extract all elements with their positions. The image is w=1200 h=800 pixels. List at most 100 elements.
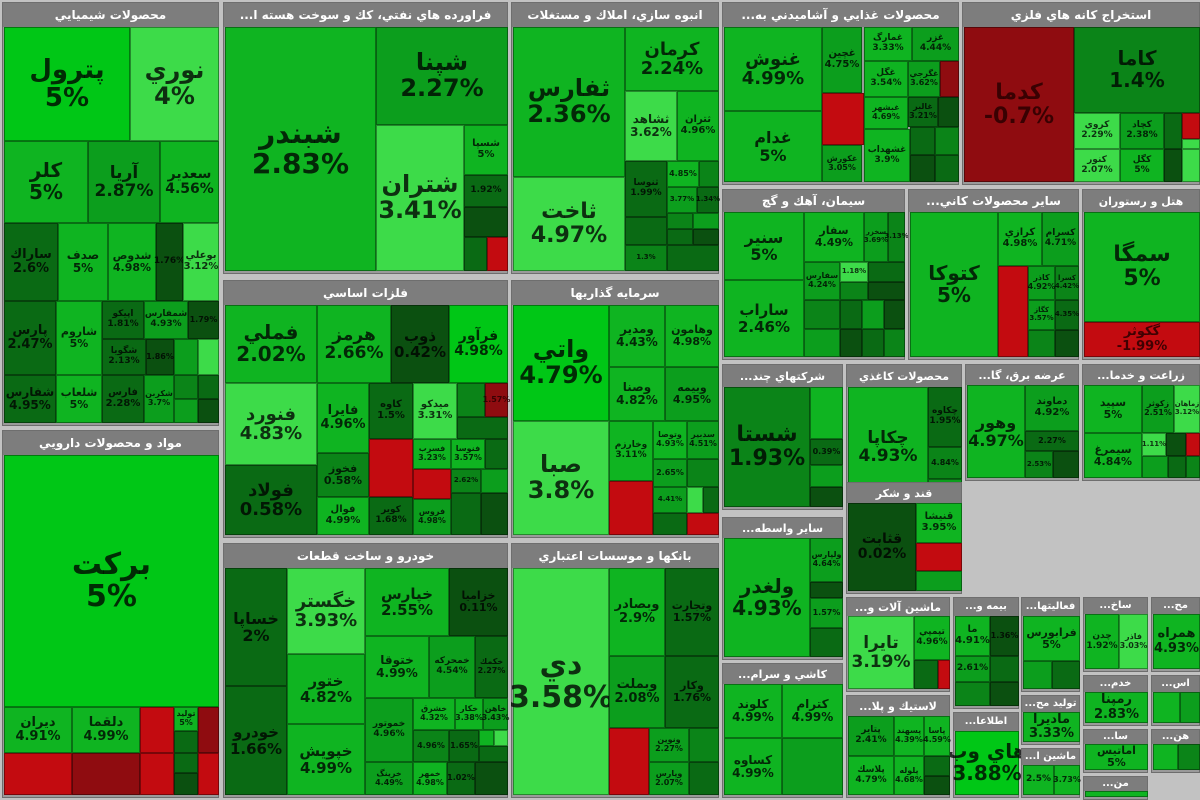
treemap-tile[interactable]: [990, 682, 1019, 706]
treemap-tile[interactable]: [464, 207, 508, 237]
treemap-tile[interactable]: 1.18%: [840, 262, 868, 282]
treemap-tile[interactable]: كاذر 4.92%: [1028, 266, 1055, 300]
treemap-tile[interactable]: [198, 339, 219, 375]
treemap-tile[interactable]: [1178, 744, 1200, 770]
treemap-tile[interactable]: [1186, 433, 1200, 456]
treemap-tile[interactable]: دلقما 4.99%: [72, 707, 140, 753]
treemap-tile[interactable]: فايرا 4.96%: [317, 383, 369, 453]
treemap-tile[interactable]: [174, 731, 198, 753]
treemap-tile[interactable]: فولاد 0.58%: [225, 465, 317, 535]
treemap-tile[interactable]: كسرام 4.71%: [1042, 212, 1079, 266]
treemap-tile[interactable]: [609, 728, 649, 795]
treemap-tile[interactable]: 2.5%: [1023, 765, 1054, 795]
treemap-tile[interactable]: [884, 329, 905, 357]
treemap-tile[interactable]: 1.79%: [188, 301, 219, 339]
treemap-tile[interactable]: فملي 2.02%: [225, 305, 317, 383]
treemap-tile[interactable]: [174, 375, 198, 399]
treemap-tile[interactable]: [862, 300, 884, 329]
treemap-tile[interactable]: [840, 300, 862, 329]
treemap-tile[interactable]: [174, 773, 198, 795]
treemap-tile[interactable]: [840, 329, 862, 357]
treemap-tile[interactable]: [1153, 692, 1180, 723]
treemap-tile[interactable]: شفارس 4.95%: [4, 375, 56, 423]
treemap-tile[interactable]: [693, 213, 719, 229]
treemap-tile[interactable]: [198, 707, 219, 753]
treemap-tile[interactable]: [72, 753, 140, 795]
treemap-tile[interactable]: بوعلي 3.12%: [183, 223, 219, 301]
treemap-tile[interactable]: [703, 487, 719, 513]
treemap-tile[interactable]: وبصادر 2.9%: [609, 568, 665, 656]
treemap-tile[interactable]: واتي 4.79%: [513, 305, 609, 421]
treemap-tile[interactable]: خمهر 4.98%: [413, 762, 447, 795]
treemap-tile[interactable]: سفار 4.49%: [804, 212, 864, 262]
treemap-tile[interactable]: وهور 4.97%: [967, 385, 1025, 478]
treemap-tile[interactable]: 3.73%: [1053, 765, 1081, 795]
treemap-tile[interactable]: 2.27%: [1025, 431, 1079, 451]
treemap-tile[interactable]: كساوه 4.99%: [724, 738, 782, 795]
treemap-tile[interactable]: [174, 399, 198, 423]
treemap-tile[interactable]: كسرا 4.42%: [1055, 266, 1079, 300]
treemap-tile[interactable]: فوال 4.99%: [317, 497, 369, 535]
treemap-tile[interactable]: [479, 730, 494, 746]
treemap-tile[interactable]: 3.77%: [667, 187, 697, 213]
treemap-tile[interactable]: ختوقا 4.99%: [365, 636, 429, 698]
treemap-tile[interactable]: سنير 5%: [724, 212, 804, 280]
treemap-tile[interactable]: خپارس 2.55%: [365, 568, 449, 636]
treemap-tile[interactable]: شدوص 4.98%: [108, 223, 156, 301]
treemap-tile[interactable]: خساپا 2%: [225, 568, 287, 686]
treemap-tile[interactable]: [884, 300, 905, 329]
treemap-tile[interactable]: همراه 4.93%: [1153, 614, 1200, 669]
treemap-tile[interactable]: [810, 465, 843, 487]
treemap-tile[interactable]: ومدير 4.43%: [609, 305, 665, 367]
treemap-tile[interactable]: وتوصا 4.93%: [653, 421, 687, 459]
treemap-tile[interactable]: چكاوه 1.95%: [928, 387, 962, 447]
treemap-tile[interactable]: [862, 329, 884, 357]
treemap-tile[interactable]: شتران 3.41%: [376, 125, 464, 271]
treemap-tile[interactable]: ذوب 0.42%: [391, 305, 449, 383]
treemap-tile[interactable]: غكورش 3.05%: [822, 145, 862, 182]
treemap-tile[interactable]: [935, 127, 959, 155]
treemap-tile[interactable]: خشرق 4.32%: [413, 698, 455, 730]
treemap-tile[interactable]: [1182, 113, 1200, 139]
treemap-tile[interactable]: اماتيس 5%: [1085, 744, 1148, 770]
treemap-tile[interactable]: [990, 656, 1019, 682]
treemap-tile[interactable]: قنيشا 3.95%: [916, 503, 962, 543]
treemap-tile[interactable]: [822, 93, 864, 145]
treemap-tile[interactable]: ونوين 2.27%: [649, 728, 689, 762]
treemap-tile[interactable]: [910, 155, 935, 182]
treemap-tile[interactable]: ثشاهد 3.62%: [625, 91, 677, 161]
treemap-tile[interactable]: [1052, 661, 1080, 689]
treemap-tile[interactable]: توليد 5%: [174, 707, 198, 731]
treemap-tile[interactable]: كرازي 4.98%: [998, 212, 1042, 266]
treemap-tile[interactable]: 3.13%: [884, 212, 909, 262]
treemap-tile[interactable]: اپيكو 1.81%: [102, 301, 144, 339]
treemap-tile[interactable]: خگستر 3.93%: [287, 568, 365, 654]
treemap-tile[interactable]: سيمرغ 4.84%: [1084, 433, 1142, 478]
treemap-tile[interactable]: [487, 237, 508, 271]
treemap-tile[interactable]: زماهان 3.12%: [1174, 385, 1200, 433]
treemap-tile[interactable]: ثتران 4.96%: [677, 91, 719, 161]
treemap-tile[interactable]: [198, 375, 219, 399]
treemap-tile[interactable]: [687, 513, 719, 535]
treemap-tile[interactable]: كرمان 2.24%: [625, 27, 719, 91]
treemap-tile[interactable]: سمگا 5%: [1084, 212, 1200, 322]
treemap-tile[interactable]: غشهداب 3.9%: [864, 129, 910, 182]
treemap-tile[interactable]: پلاسك 4.79%: [848, 756, 894, 795]
treemap-tile[interactable]: 1.3%: [625, 245, 667, 271]
treemap-tile[interactable]: [810, 628, 843, 657]
treemap-tile[interactable]: سخزر 3.69%: [864, 212, 888, 262]
treemap-tile[interactable]: وپارس 2.07%: [649, 762, 689, 795]
treemap-tile[interactable]: كچاد 2.38%: [1120, 113, 1164, 149]
treemap-tile[interactable]: كروي 2.29%: [1074, 113, 1120, 149]
treemap-tile[interactable]: كنور 2.07%: [1074, 149, 1120, 182]
treemap-tile[interactable]: فروس 4.98%: [413, 499, 451, 535]
treemap-tile[interactable]: 1.34%: [696, 187, 720, 213]
treemap-tile[interactable]: [479, 746, 508, 762]
treemap-tile[interactable]: [1028, 330, 1055, 357]
treemap-tile[interactable]: كلر 5%: [4, 141, 88, 223]
treemap-tile[interactable]: كگل 5%: [1120, 149, 1164, 182]
treemap-tile[interactable]: [1142, 456, 1168, 478]
treemap-tile[interactable]: شاروم 5%: [56, 301, 102, 375]
treemap-tile[interactable]: 2.62%: [451, 469, 481, 493]
treemap-tile[interactable]: [475, 762, 508, 795]
